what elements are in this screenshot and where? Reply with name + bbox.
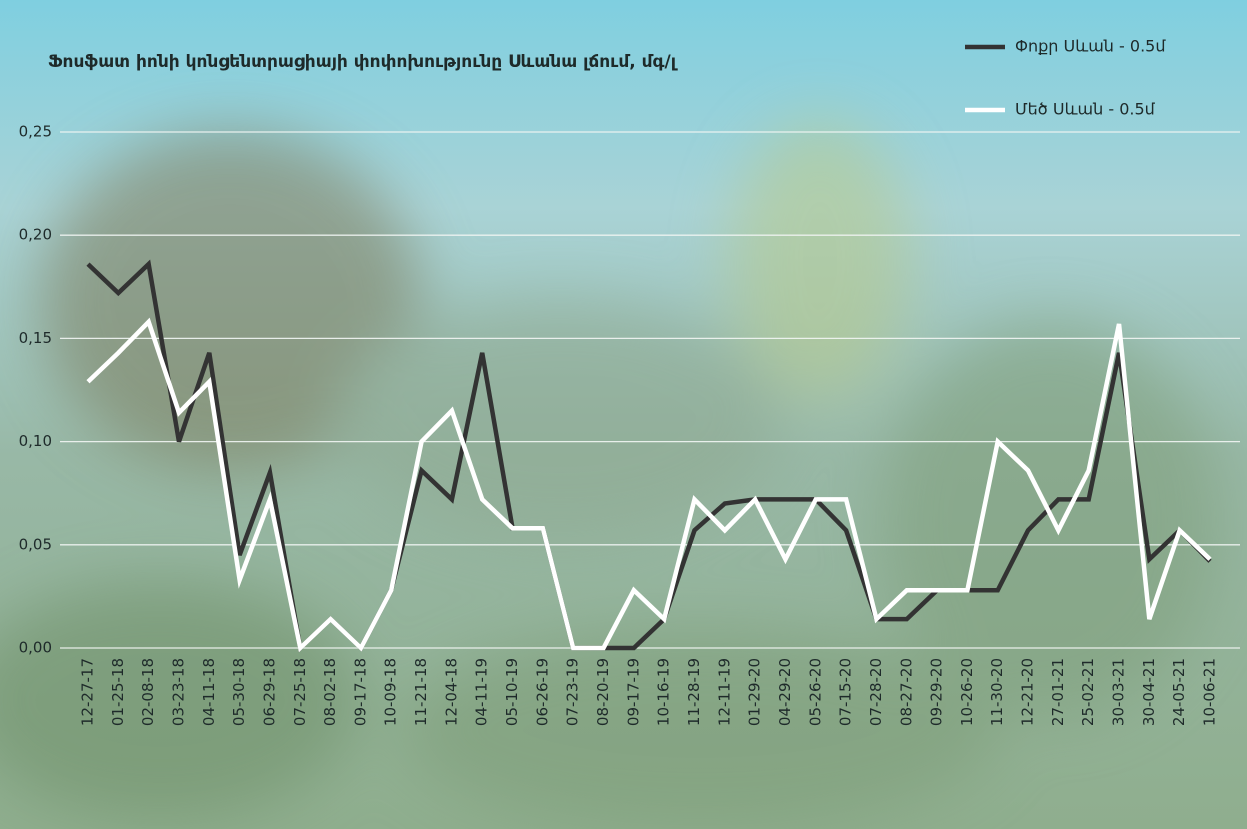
x-tick-label: 08-20-19 bbox=[594, 658, 612, 726]
x-tick-label: 07-25-18 bbox=[291, 658, 309, 726]
x-tick-label: 06-26-19 bbox=[533, 658, 551, 726]
x-tick-label: 03-23-18 bbox=[169, 658, 187, 726]
y-tick-label: 0,25 bbox=[19, 123, 52, 141]
legend-label: Մեծ Սևան - 0.5մ bbox=[1015, 100, 1156, 119]
x-tick-label: 05-26-20 bbox=[806, 658, 824, 726]
x-tick-label: 07-28-20 bbox=[867, 658, 885, 726]
x-tick-label: 06-29-18 bbox=[260, 658, 278, 726]
y-tick-label: 0,15 bbox=[19, 329, 52, 347]
x-tick-label: 30-04-21 bbox=[1140, 658, 1158, 726]
series-line bbox=[86, 259, 1212, 653]
x-tick-label: 10-16-19 bbox=[655, 658, 673, 726]
x-tick-label: 11-28-19 bbox=[685, 658, 703, 726]
x-tick-label: 09-17-19 bbox=[624, 658, 642, 726]
x-tick-label: 01-25-18 bbox=[109, 658, 127, 726]
legend-label: Փոքր Սևան - 0.5մ bbox=[1015, 37, 1166, 56]
x-tick-label: 11-21-18 bbox=[412, 658, 430, 726]
x-tick-label: 24-05-21 bbox=[1170, 658, 1188, 726]
x-tick-label: 02-08-18 bbox=[139, 658, 157, 726]
x-tick-label: 27-01-21 bbox=[1049, 658, 1067, 726]
x-tick-label: 10-06-21 bbox=[1201, 658, 1219, 726]
x-tick-label: 30-03-21 bbox=[1110, 658, 1128, 726]
x-tick-label: 04-11-19 bbox=[473, 658, 491, 726]
x-tick-label: 11-30-20 bbox=[988, 658, 1006, 726]
y-tick-label: 0,00 bbox=[19, 639, 52, 657]
y-tick-label: 0,05 bbox=[19, 535, 52, 553]
x-tick-label: 25-02-21 bbox=[1079, 658, 1097, 726]
x-tick-label: 10-26-20 bbox=[958, 658, 976, 726]
x-tick-label: 08-27-20 bbox=[897, 658, 915, 726]
plot-area: 0,00 0,05 0,10 0,15 0,20 0,25 12-27-17 01-25-18… bbox=[19, 37, 1240, 726]
x-tick-label: 08-02-18 bbox=[321, 658, 339, 726]
x-tick-label: 07-23-19 bbox=[564, 658, 582, 726]
x-tick-label: 01-29-20 bbox=[746, 658, 764, 726]
chart-title: Ֆոսֆատ իոնի կոնցենտրացիայի փոփոխությունը… bbox=[48, 52, 678, 72]
y-tick-label: 0,10 bbox=[19, 432, 52, 450]
x-tick-label: 09-17-18 bbox=[351, 658, 369, 726]
x-tick-label: 05-30-18 bbox=[230, 658, 248, 726]
x-tick-label: 07-15-20 bbox=[837, 658, 855, 726]
y-tick-label: 0,20 bbox=[19, 226, 52, 244]
x-tick-label: 09-29-20 bbox=[928, 658, 946, 726]
x-tick-label: 12-04-18 bbox=[442, 658, 460, 726]
x-tick-label: 12-21-20 bbox=[1019, 658, 1037, 726]
background-shapes bbox=[0, 120, 1220, 829]
x-tick-label: 04-29-20 bbox=[776, 658, 794, 726]
x-tick-label: 12-11-19 bbox=[715, 658, 733, 726]
x-tick-label: 12-27-17 bbox=[79, 658, 97, 726]
x-tick-label: 04-11-18 bbox=[200, 658, 218, 726]
series-line bbox=[86, 317, 1212, 653]
x-tick-label: 10-09-18 bbox=[382, 658, 400, 726]
x-tick-label: 05-10-19 bbox=[503, 658, 521, 726]
